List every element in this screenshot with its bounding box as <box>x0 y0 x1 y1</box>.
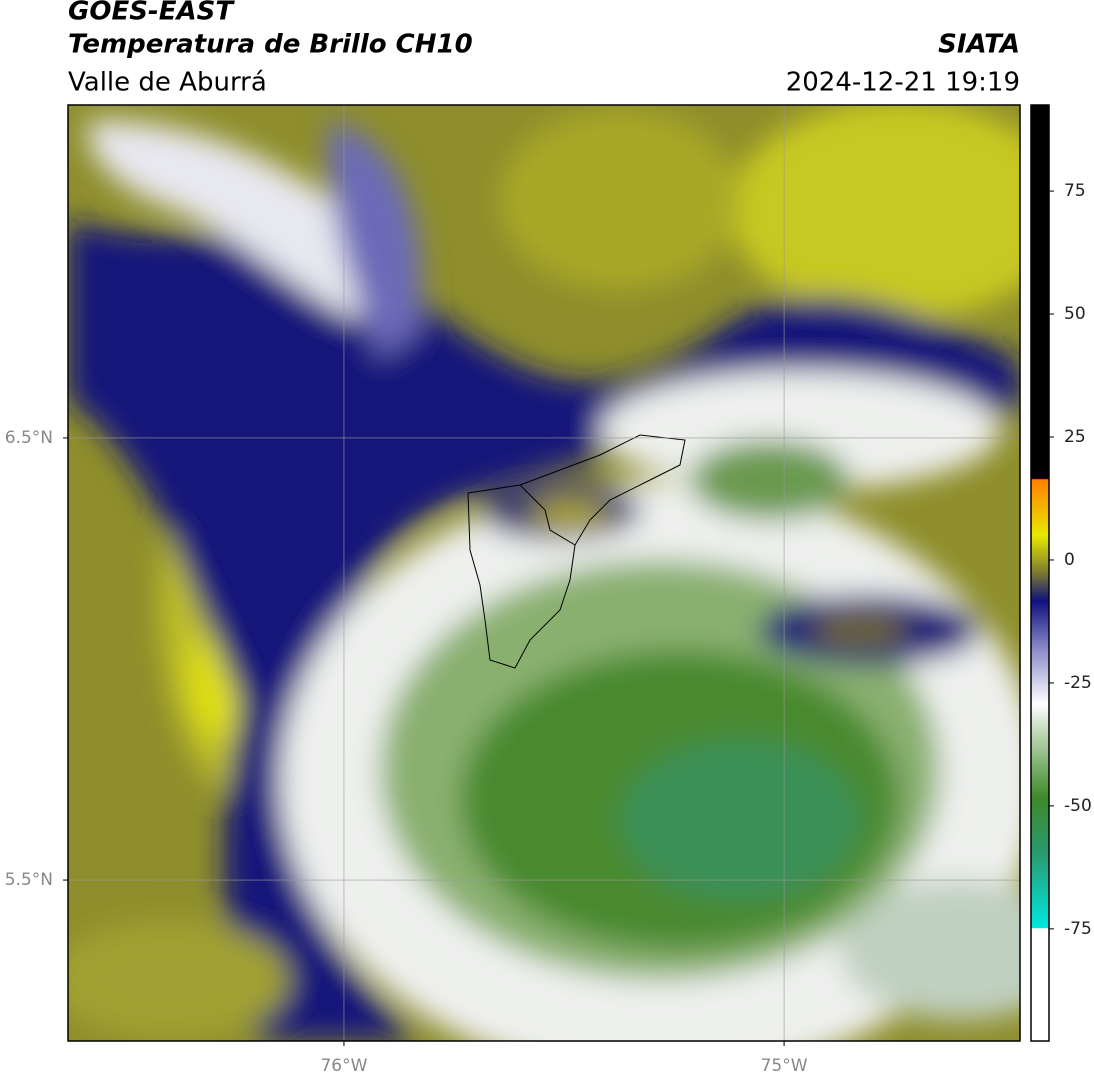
colorbar <box>1030 104 1050 1042</box>
colorbar-tick-label: -25 <box>1064 673 1092 693</box>
y-tick-label: 5.5°N <box>5 870 53 890</box>
colorbar-tick-label: 75 <box>1064 181 1086 201</box>
title: GOES-EAST <box>68 0 235 27</box>
map-frame <box>67 104 1021 1042</box>
subtitle: Temperatura de Brillo CH10 <box>68 30 473 60</box>
graticule <box>68 105 1020 1041</box>
source: SIATA <box>938 30 1020 60</box>
x-tick-label: 76°W <box>320 1056 367 1076</box>
colorbar-tick-label: -50 <box>1064 796 1092 816</box>
satellite-image <box>68 105 1020 1041</box>
x-tick-label: 75°W <box>761 1056 808 1076</box>
region: Valle de Aburrá <box>68 68 267 98</box>
colorbar-tick-label: -75 <box>1064 919 1092 939</box>
colorbar-tick-label: 0 <box>1064 550 1075 570</box>
datetime: 2024-12-21 19:19 <box>786 68 1020 98</box>
colorbar-tick-label: 25 <box>1064 427 1086 447</box>
colorbar-tick-label: 50 <box>1064 304 1086 324</box>
y-tick-label: 6.5°N <box>5 428 53 448</box>
